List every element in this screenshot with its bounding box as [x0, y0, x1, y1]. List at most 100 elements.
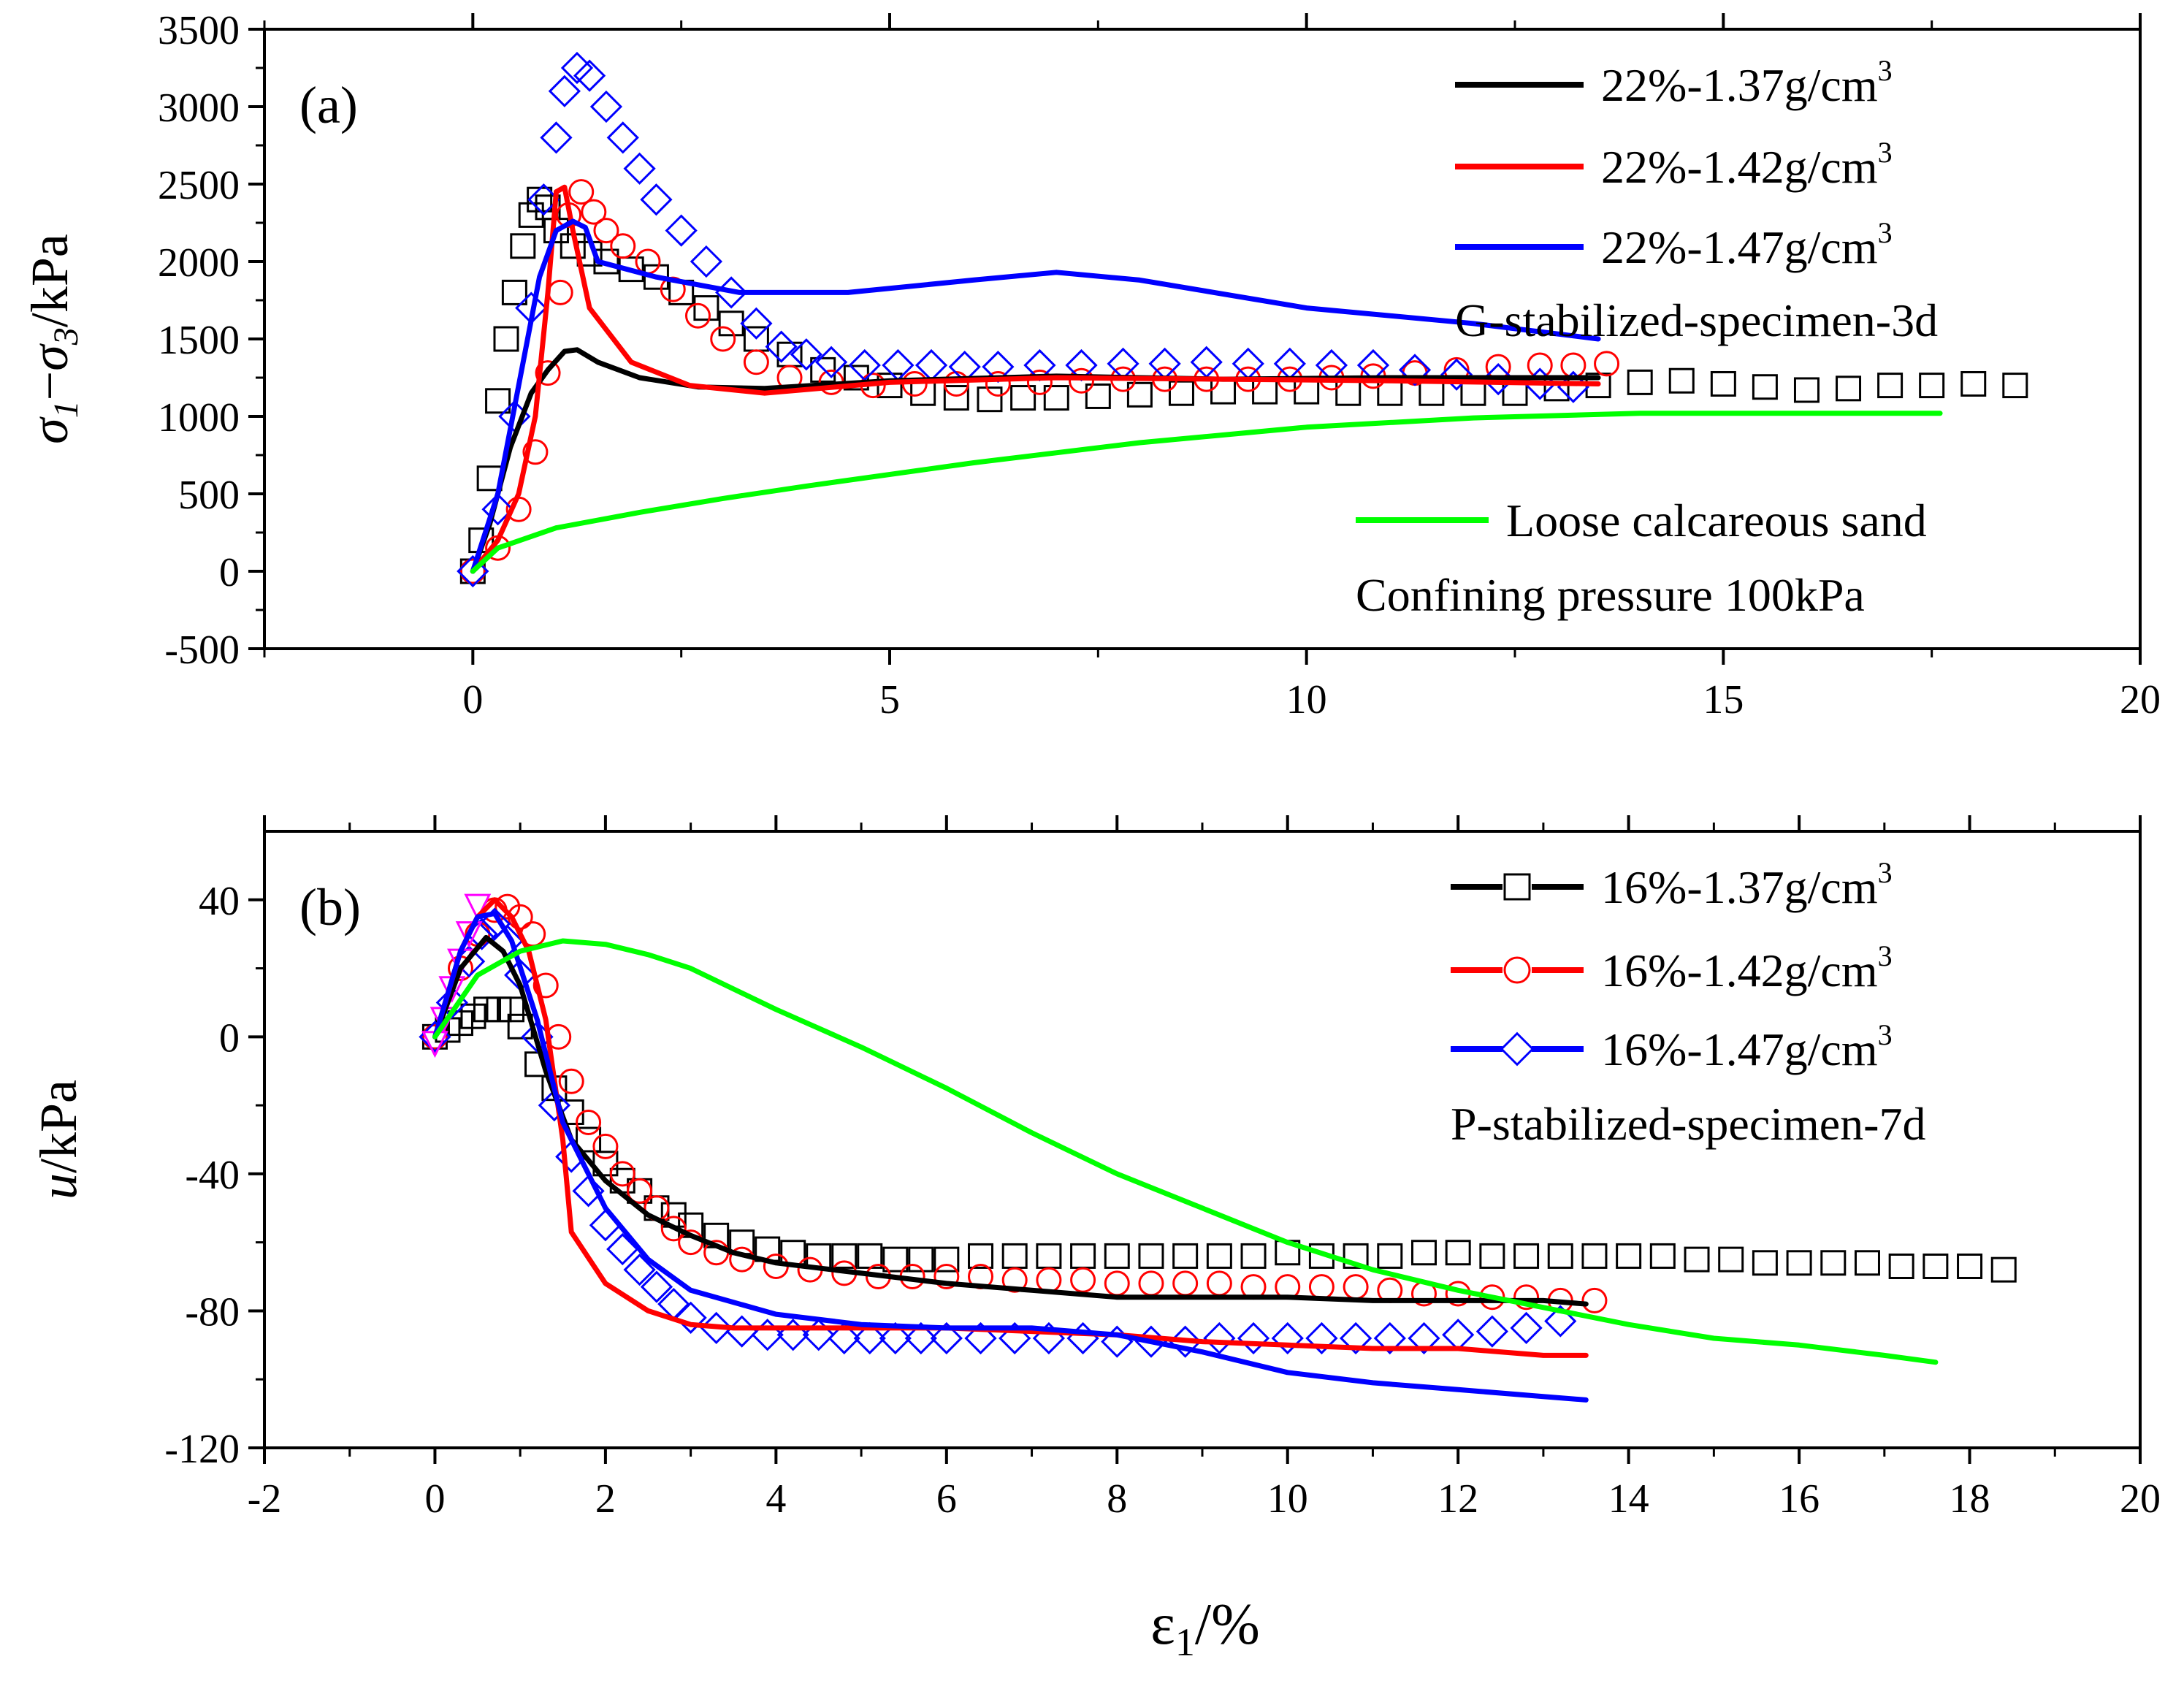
data-point-diamond [623, 152, 656, 185]
x-axis-label: ε1/% [1150, 1592, 1259, 1664]
data-point-diamond [1339, 1321, 1372, 1355]
data-point-diamond [814, 346, 848, 378]
data-point-square [501, 279, 527, 305]
data-point-square [1513, 1243, 1540, 1269]
data-point-square [485, 388, 511, 414]
panel-a-chart: 0 5 10 15 20 -500 0 500 1000 1500 2000 2500 3000 3500… [20, 8, 2161, 722]
annotation-confining-pressure: Confining pressure 100kPa [1356, 569, 1865, 621]
data-point-square [510, 233, 536, 259]
legend-label: 22%-1.47g/cm3 [1601, 216, 1893, 273]
legend-text: 22%-1.47g/cm [1601, 221, 1878, 273]
legend-label: Loose calcareous sand [1506, 495, 1927, 546]
data-point-diamond [1510, 1311, 1543, 1345]
data-point-diamond [1482, 362, 1515, 396]
data-point-square [831, 1243, 858, 1269]
x-tick-label: 14 [1608, 1476, 1649, 1522]
data-point-square [693, 295, 719, 321]
x-tick-label: 6 [936, 1476, 957, 1522]
data-point-diamond [740, 307, 773, 340]
svg-text:σ1−σ3/kPa: σ1−σ3/kPa [20, 234, 85, 444]
y-tick-label: 40 [199, 879, 240, 924]
data-point-circle [1069, 367, 1095, 394]
y-tick-label: 0 [219, 550, 240, 595]
data-point-diamond [790, 338, 822, 371]
series-line [432, 897, 1589, 1358]
data-point-diamond [1408, 1321, 1440, 1355]
data-point-diamond [1066, 1321, 1099, 1355]
data-point-diamond [1271, 1321, 1304, 1355]
data-point-circle [1104, 1270, 1130, 1297]
y-tick-label: -80 [185, 1289, 240, 1335]
data-point-square [1820, 1250, 1847, 1276]
data-point-circle [1026, 369, 1053, 395]
data-point-square [1786, 1250, 1812, 1276]
data-point-diamond [1544, 1305, 1577, 1338]
x-tick-label: 8 [1107, 1476, 1127, 1522]
data-point-diamond [1442, 1319, 1475, 1351]
data-point-diamond [457, 554, 489, 588]
panel-b-chart: -2 0 2 4 6 8 10 12 14 16 18 20 -120 -80 -40 0 40 (b) u/k… [29, 815, 2161, 1522]
x-tick-label: 15 [1703, 677, 1744, 722]
data-point-square [1070, 1243, 1096, 1269]
x-tick-label: 16 [1779, 1476, 1820, 1522]
data-point-diamond [589, 90, 623, 123]
y-tick-label: -120 [164, 1427, 240, 1472]
data-point-circle [1308, 1274, 1335, 1300]
data-point-square [1036, 1243, 1062, 1269]
data-point-square [1126, 381, 1153, 408]
data-point-circle [933, 1264, 960, 1290]
data-point-square [1581, 1243, 1608, 1269]
panel-b-ylabel: u/kPa [29, 1080, 88, 1199]
data-point-square [1919, 373, 1945, 399]
panel-a-legend: 22%-1.37g/cm322%-1.42g/cm322%-1.47g/cm3L… [1356, 54, 1927, 546]
data-point-diamond [1440, 358, 1473, 391]
legend-superscript: 3 [1878, 939, 1893, 972]
ylabel-minus: − [20, 371, 79, 401]
x-tick-label: 18 [1950, 1476, 1990, 1522]
data-point-diamond [964, 1321, 997, 1355]
series-line [470, 411, 1943, 574]
data-point-circle [1001, 1267, 1028, 1293]
data-point-square [1888, 1253, 1914, 1279]
data-point-circle [535, 360, 561, 386]
y-tick-label: 0 [219, 1015, 240, 1061]
data-point-diamond [828, 1321, 860, 1355]
data-point-circle [609, 1161, 635, 1187]
data-point-square [968, 1243, 994, 1269]
data-point-square [1479, 1243, 1505, 1269]
data-point-square [1085, 383, 1111, 409]
data-point-square [810, 356, 836, 383]
ylabel-unit-b: /kPa [29, 1080, 88, 1173]
legend-superscript: 3 [1878, 54, 1893, 87]
x-tick-label: 10 [1286, 677, 1327, 722]
data-point-square [1294, 378, 1320, 405]
data-point-square [593, 248, 619, 275]
panel-a-ylabel: σ1−σ3/kPa [20, 234, 85, 444]
data-point-circle [593, 218, 619, 244]
x-tick-label: 0 [462, 677, 483, 722]
data-point-circle [558, 1068, 584, 1094]
data-point-diamond [1475, 1315, 1508, 1348]
data-point-square [1460, 380, 1486, 406]
ylabel-sub1: 1 [47, 400, 85, 418]
data-point-circle [943, 370, 969, 397]
data-point-square [473, 996, 499, 1023]
data-point-square [1547, 1243, 1573, 1269]
data-point-circle [1485, 354, 1511, 380]
data-point-circle [592, 1133, 619, 1159]
data-point-square [1010, 385, 1036, 411]
legend-superscript: 3 [1878, 216, 1893, 249]
legend-marker-bg [1503, 872, 1532, 901]
data-point-square [1710, 370, 1736, 397]
data-point-diamond [879, 1321, 912, 1355]
panel-a-series [457, 51, 2028, 588]
data-point-circle [576, 1110, 602, 1136]
data-point-circle [459, 558, 486, 584]
data-point-square [1752, 1250, 1778, 1276]
data-point-circle [1172, 1270, 1199, 1297]
data-point-square [1616, 1243, 1642, 1269]
xlabel-unit: /% [1195, 1592, 1260, 1657]
y-tick-label: 3000 [158, 85, 240, 131]
data-point-circle [743, 349, 769, 375]
